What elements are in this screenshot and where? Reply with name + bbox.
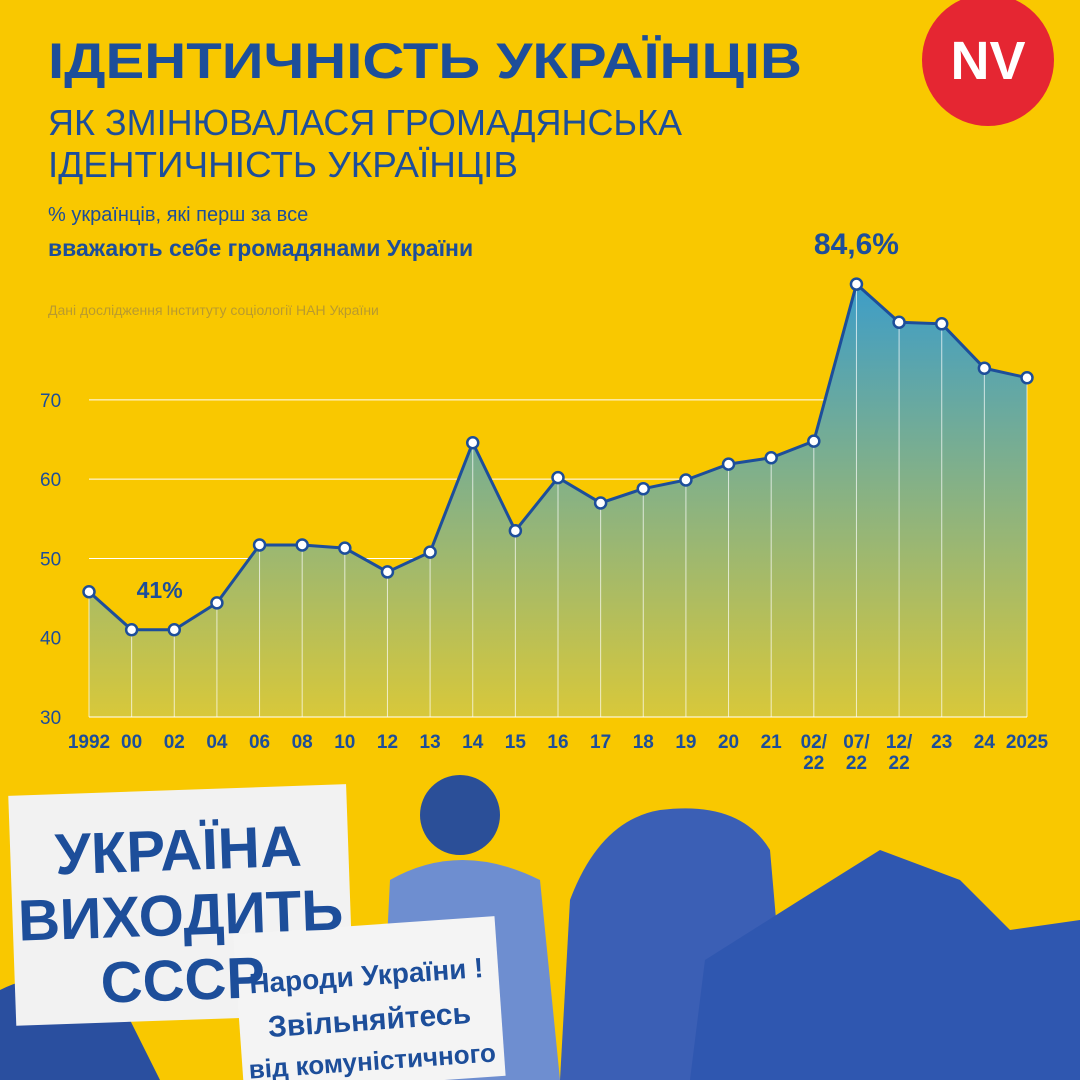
point <box>764 451 778 465</box>
x-tick-label: 00 <box>121 732 143 753</box>
description: % українців, які перш за все <box>48 204 308 226</box>
point <box>551 470 565 485</box>
x-tick-label: 19 <box>675 732 697 753</box>
point <box>167 623 182 637</box>
point <box>807 434 821 448</box>
x-tick-label: 16 <box>547 732 569 753</box>
point <box>721 457 736 471</box>
x-tick-label: 20 <box>717 732 740 753</box>
point <box>82 584 96 599</box>
logo-circle <box>922 0 1054 126</box>
point <box>593 496 608 510</box>
value-label: 84,6% <box>814 228 899 261</box>
x-tick-label: 14 <box>462 732 484 753</box>
y-tick-label: 40 <box>40 629 61 650</box>
placard <box>233 916 506 1080</box>
point <box>380 565 395 579</box>
point <box>423 545 437 559</box>
x-tick-label: 1992 <box>67 732 111 753</box>
x-tick-label: 02 <box>163 732 185 753</box>
point <box>252 538 267 552</box>
y-tick-label: 30 <box>40 708 61 729</box>
description-bold: вважають себе громадянами України <box>48 235 473 261</box>
x-tick-label: 24 <box>973 732 995 753</box>
x-tick-label: 13 <box>419 732 441 753</box>
placard-text: СССР <box>100 945 267 1016</box>
x-tick-label: 15 <box>504 732 526 753</box>
point <box>849 277 864 291</box>
photos <box>0 775 1080 1080</box>
point <box>934 317 949 331</box>
point <box>210 596 224 610</box>
x-tick-label: 02/ 22 <box>800 732 828 774</box>
source: Дані дослідження Інституту соціології НА… <box>48 302 379 318</box>
y-tick-label: 70 <box>40 391 61 412</box>
value-label: 41% <box>137 577 183 603</box>
placard-text: ВИХОДИТЬ <box>17 877 344 953</box>
point <box>465 435 480 450</box>
subtitle: ІДЕНТИЧНІСТЬ УКРАЇНЦІВ <box>48 144 518 185</box>
tank-photo <box>690 850 1080 1080</box>
point <box>1020 370 1034 385</box>
point <box>892 315 906 329</box>
point <box>508 523 523 538</box>
x-tick-label: 21 <box>760 732 782 753</box>
subtitle: ЯК ЗМІНЮВАЛАСЯ ГРОМАДЯНСЬКА <box>48 102 682 143</box>
x-tick-label: 07/ 22 <box>843 732 870 774</box>
x-tick-label: 12/ 22 <box>885 732 913 774</box>
x-tick-label: 18 <box>632 732 654 753</box>
y-tick-label: 50 <box>40 549 61 570</box>
point <box>295 538 309 552</box>
x-tick-label: 10 <box>334 732 356 753</box>
point <box>977 361 992 375</box>
x-tick-label: 06 <box>248 732 271 753</box>
point <box>636 481 651 496</box>
x-tick-label: 08 <box>291 732 313 753</box>
plot: 30 40 50 60 70 41% 84,6% <box>40 228 1034 729</box>
chart-title: ІДЕНТИЧНІСТЬ УКРАЇНЦІВ <box>48 33 802 89</box>
logo: NV <box>950 31 1025 91</box>
y-tick-label: 60 <box>40 470 61 491</box>
x-tick-label: 23 <box>931 732 953 753</box>
x-tick-label: 12 <box>376 732 399 753</box>
woman-photo <box>420 775 500 855</box>
placard-text: УКРАЇНА <box>54 814 303 888</box>
point <box>338 541 352 555</box>
x-tick-label: 04 <box>206 732 228 753</box>
point <box>679 473 693 487</box>
point <box>124 623 139 637</box>
x-tick-label: 2025 <box>1005 732 1049 753</box>
x-tick-label: 17 <box>590 732 612 753</box>
